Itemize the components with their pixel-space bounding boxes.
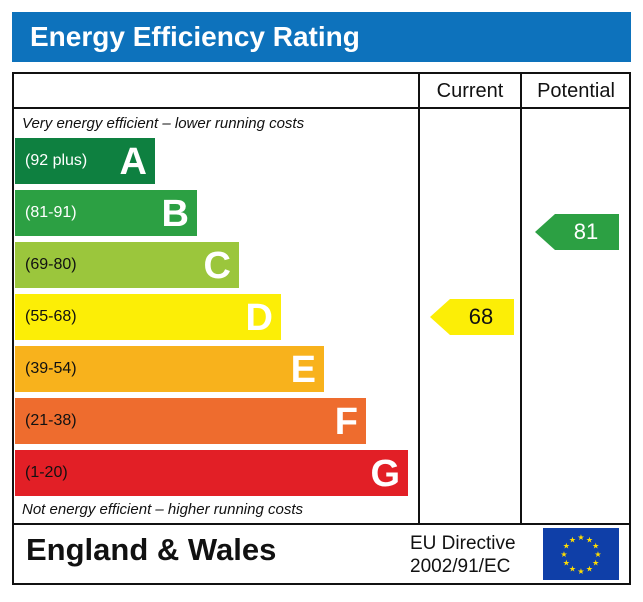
- band-range: (92 plus): [25, 152, 88, 169]
- band-a: (92 plus) A: [15, 138, 155, 184]
- band-letter: A: [119, 141, 147, 183]
- band-range: (39-54): [25, 360, 77, 377]
- divider: [418, 72, 420, 524]
- band-f: (21-38) F: [15, 398, 366, 444]
- top-note: Very energy efficient – lower running co…: [22, 115, 305, 132]
- band-letter: D: [245, 297, 273, 339]
- band-b: (81-91) B: [15, 190, 197, 236]
- divider: [12, 107, 631, 109]
- band-letter: F: [334, 401, 358, 443]
- band-range: (1-20): [25, 464, 68, 481]
- band-c: (69-80) C: [15, 242, 239, 288]
- svg-text:★: ★: [563, 542, 570, 551]
- svg-text:★: ★: [592, 542, 599, 551]
- svg-text:★: ★: [577, 533, 584, 542]
- current-rating-arrow: 68: [430, 299, 514, 335]
- band-letter: C: [203, 245, 231, 287]
- band-letter: G: [370, 453, 400, 495]
- svg-text:★: ★: [594, 550, 601, 559]
- column-header-potential: Potential: [537, 80, 615, 102]
- svg-text:★: ★: [569, 565, 576, 574]
- band-d: (55-68) D: [15, 294, 281, 340]
- directive-line2: 2002/91/EC: [410, 556, 511, 577]
- band-letter: B: [161, 193, 189, 235]
- eu-directive: EU Directive 2002/91/EC: [410, 532, 516, 578]
- rating-table: [12, 72, 631, 585]
- band-range: (55-68): [25, 308, 77, 325]
- svg-text:★: ★: [560, 550, 567, 559]
- region-label: England & Wales: [26, 532, 277, 567]
- divider: [520, 72, 522, 524]
- divider: [12, 523, 631, 525]
- column-header-current: Current: [436, 80, 504, 102]
- band-e: (39-54) E: [15, 346, 324, 392]
- svg-text:★: ★: [577, 567, 584, 576]
- svg-text:★: ★: [586, 565, 593, 574]
- band-range: (21-38): [25, 412, 77, 429]
- svg-text:★: ★: [563, 559, 570, 568]
- band-g: (1-20) G: [15, 450, 408, 496]
- potential-rating-value: 81: [573, 219, 599, 244]
- svg-text:★: ★: [592, 559, 599, 568]
- page-title: Energy Efficiency Rating: [12, 12, 631, 62]
- svg-text:★: ★: [569, 535, 576, 544]
- eu-flag-icon: ★ ★ ★ ★ ★ ★ ★ ★ ★ ★ ★ ★: [543, 528, 619, 580]
- band-range: (81-91): [25, 204, 77, 221]
- current-rating-value: 68: [468, 304, 494, 329]
- directive-line1: EU Directive: [410, 533, 516, 554]
- svg-text:★: ★: [586, 535, 593, 544]
- band-letter: E: [290, 349, 316, 391]
- potential-rating-arrow: 81: [535, 214, 619, 250]
- band-range: (69-80): [25, 256, 77, 273]
- bottom-note: Not energy efficient – higher running co…: [22, 501, 303, 518]
